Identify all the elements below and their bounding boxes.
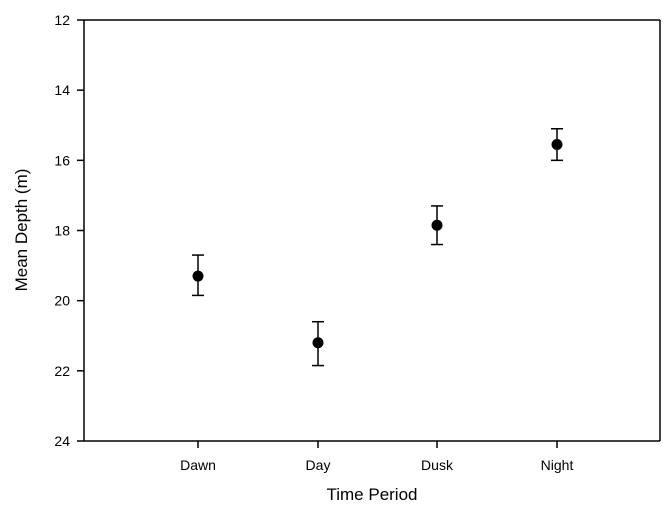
y-tick-label: 12	[54, 12, 70, 28]
x-tick-label: Night	[541, 457, 574, 473]
y-tick-label: 22	[54, 363, 70, 379]
y-tick-label: 16	[54, 152, 70, 168]
y-tick-label: 20	[54, 293, 70, 309]
data-point-dusk	[431, 219, 443, 231]
x-tick-label: Dusk	[421, 457, 454, 473]
y-axis-ticks: 12 14 16 18 20 22 24	[54, 12, 84, 449]
x-tick-label: Day	[306, 457, 331, 473]
x-tick-label: Dawn	[180, 457, 216, 473]
data-point-dawn	[192, 270, 204, 282]
x-axis-title: Time Period	[326, 485, 417, 504]
plot-frame	[83, 19, 661, 442]
x-axis-ticks: Dawn Day Dusk Night	[180, 441, 573, 473]
y-tick-label: 24	[54, 433, 70, 449]
data-series	[192, 128, 563, 367]
data-point-day	[312, 337, 324, 349]
y-tick-label: 18	[54, 223, 70, 239]
y-axis-title: Mean Depth (m)	[12, 169, 31, 292]
y-tick-label: 14	[54, 82, 70, 98]
data-point-night	[551, 139, 563, 151]
